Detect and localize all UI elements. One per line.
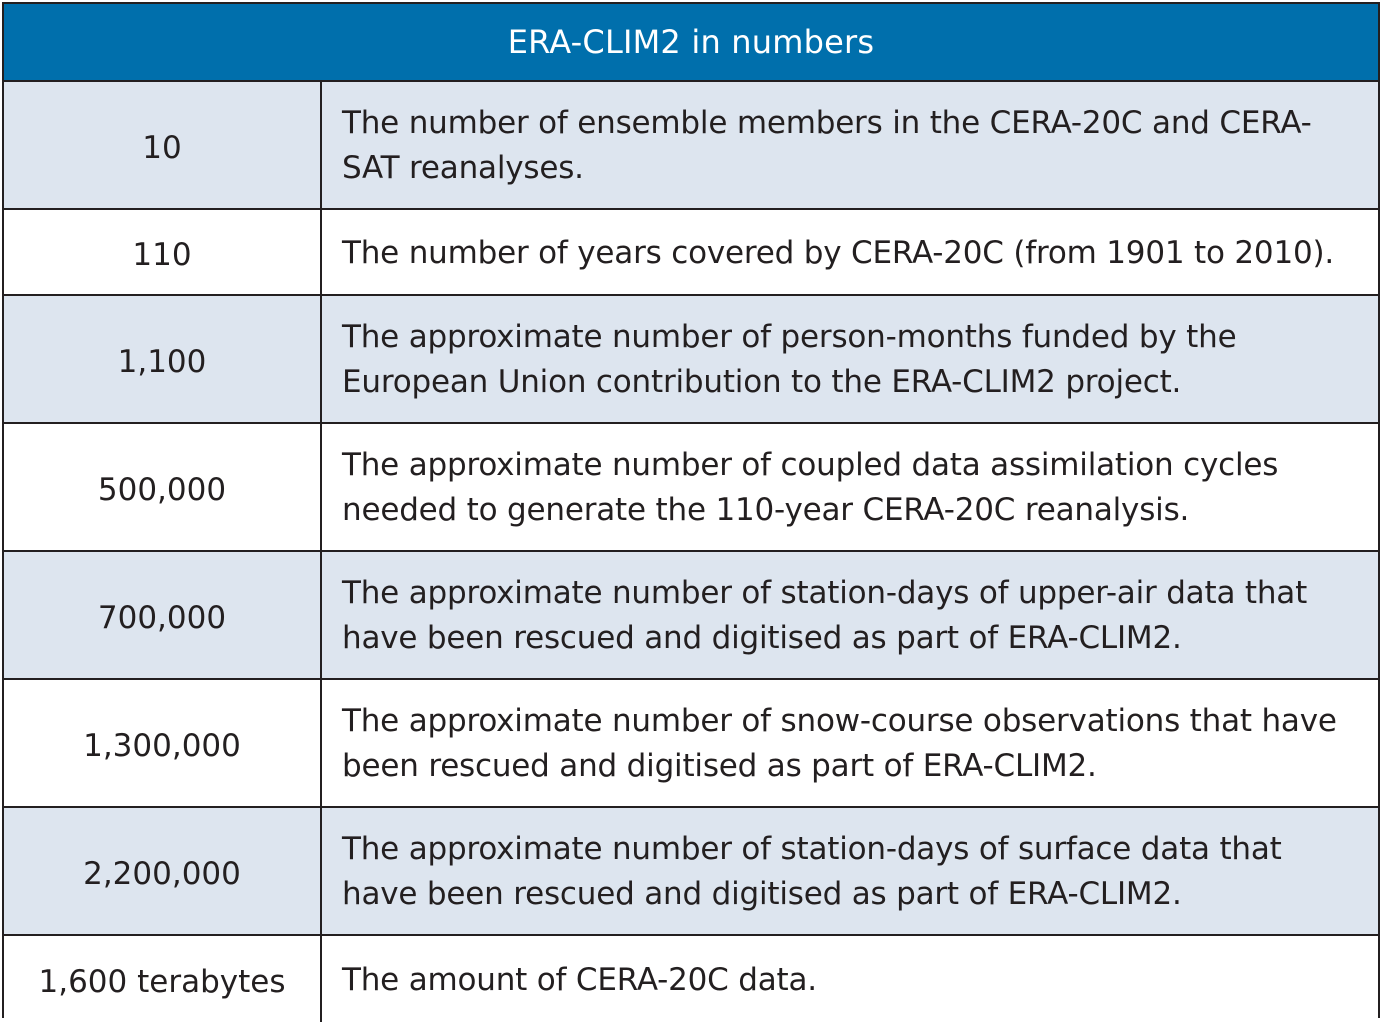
row-description-cell: The approximate number of station-days o…	[342, 831, 1282, 912]
row-description-cell: The approximate number of coupled data a…	[342, 447, 1279, 528]
row-description-cell: The amount of CERA-20C data.	[342, 961, 817, 998]
table-body: 10 The number of ensemble members in the…	[4, 82, 1378, 1022]
table-row: 1,100 The approximate number of person-m…	[4, 296, 1378, 424]
row-number-cell: 1,100	[4, 296, 322, 422]
row-description-cell: The approximate number of person-months …	[342, 319, 1237, 400]
table-row: 1,300,000 The approximate number of snow…	[4, 680, 1378, 808]
row-number-cell: 2,200,000	[4, 808, 322, 934]
row-number-cell: 110	[4, 210, 322, 294]
row-description-cell: The approximate number of station-days o…	[342, 575, 1308, 656]
row-number-cell: 10	[4, 82, 322, 208]
row-number-cell: 500,000	[4, 424, 322, 550]
table-row: 10 The number of ensemble members in the…	[4, 82, 1378, 210]
row-number-cell: 1,600 terabytes	[4, 936, 322, 1022]
table-title: ERA-CLIM2 in numbers	[4, 4, 1378, 82]
row-description-cell: The approximate number of snow-course ob…	[342, 703, 1337, 784]
table-row: 2,200,000 The approximate number of stat…	[4, 808, 1378, 936]
table-row: 110 The number of years covered by CERA-…	[4, 210, 1378, 296]
row-description-cell: The number of ensemble members in the CE…	[342, 105, 1312, 186]
table-row: 1,600 terabytes The amount of CERA-20C d…	[4, 936, 1378, 1022]
table-row: 700,000 The approximate number of statio…	[4, 552, 1378, 680]
row-description-cell: The number of years covered by CERA-20C …	[342, 234, 1335, 271]
row-number-cell: 700,000	[4, 552, 322, 678]
table-row: 500,000 The approximate number of couple…	[4, 424, 1378, 552]
row-number-cell: 1,300,000	[4, 680, 322, 806]
